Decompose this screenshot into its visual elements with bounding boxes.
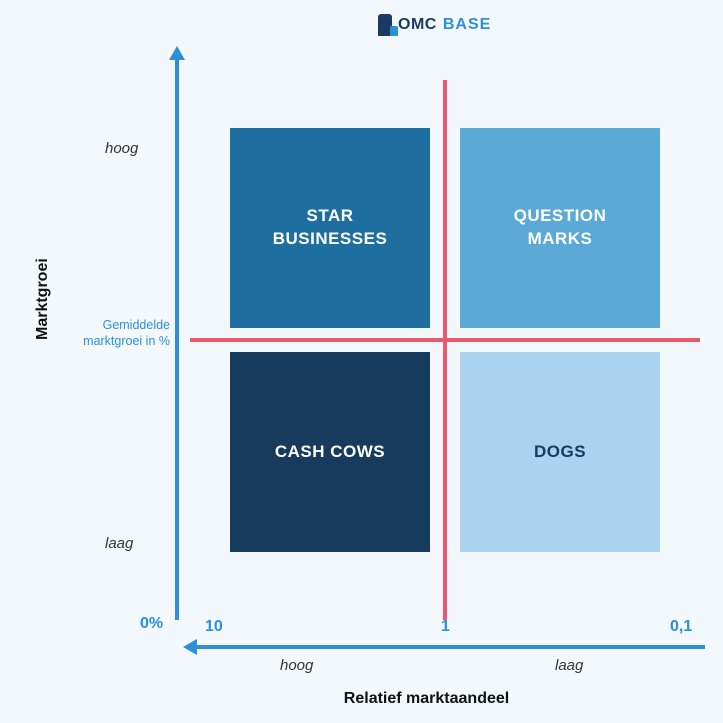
x-axis-line: [195, 645, 705, 649]
quadrant-star-businesses: STAR BUSINESSES: [230, 128, 430, 328]
quadrant-cash-cows: CASH COWS: [230, 352, 430, 552]
vertical-divider: [443, 80, 447, 620]
x-axis-tick-high: hoog: [280, 657, 313, 674]
x-axis-tick-left: 10: [205, 618, 223, 636]
quadrant-question-marks: QUESTION MARKS: [460, 128, 660, 328]
horizontal-divider: [190, 338, 700, 342]
y-axis-hint: Gemiddelde marktgroei in %: [80, 318, 170, 349]
bcg-matrix-diagram: OMC BASE Marktgroei Gemiddelde marktgroe…: [0, 0, 723, 723]
x-axis-title: Relatief marktaandeel: [0, 690, 723, 708]
brand-logo-mark: [378, 14, 392, 36]
brand-logo-text-light: BASE: [443, 16, 491, 34]
y-axis-origin: 0%: [140, 615, 163, 633]
y-axis-title: Marktgroei: [34, 258, 52, 340]
y-axis-arrow-icon: [169, 46, 185, 60]
brand-logo: OMC BASE: [378, 14, 491, 36]
x-axis-tick-low: laag: [555, 657, 583, 674]
quadrant-dogs: DOGS: [460, 352, 660, 552]
y-axis-line: [175, 55, 179, 620]
y-axis-tick-high: hoog: [105, 140, 138, 157]
brand-logo-text-dark: OMC: [398, 16, 437, 34]
x-axis-tick-right: 0,1: [670, 618, 692, 636]
y-axis-tick-low: laag: [105, 535, 133, 552]
x-axis-arrow-icon: [183, 639, 197, 655]
x-axis-tick-mid: 1: [441, 618, 450, 636]
